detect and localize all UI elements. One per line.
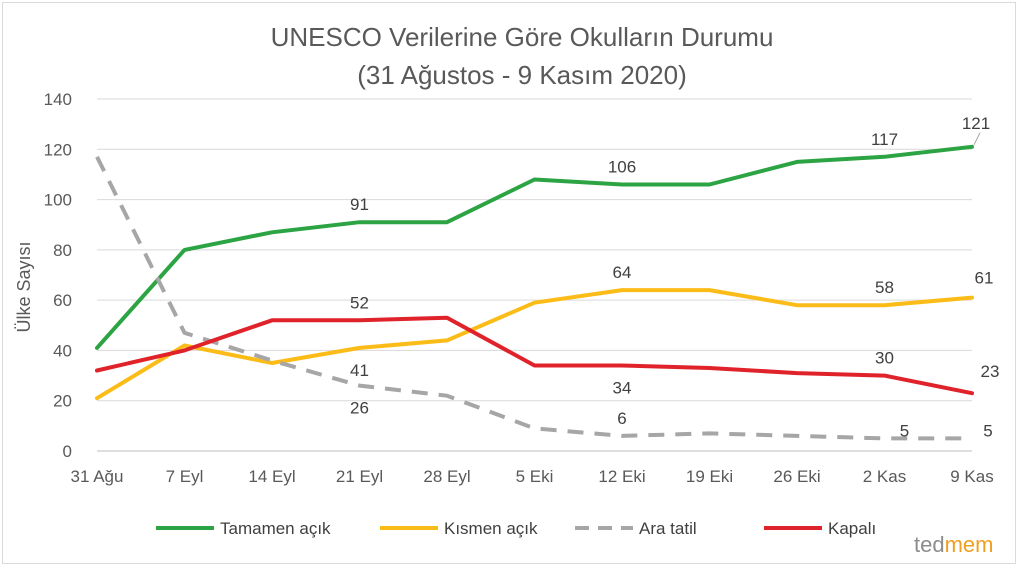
data-label-tamamen-acik: 117 xyxy=(871,130,898,149)
y-tick-label: 60 xyxy=(53,291,72,310)
data-label-kapali: 23 xyxy=(981,362,1000,381)
x-tick-label: 2 Kas xyxy=(863,467,906,486)
data-label-kismen-acik: 61 xyxy=(975,269,994,288)
tedmem-logo: tedmem xyxy=(914,532,993,557)
y-tick-label: 120 xyxy=(44,140,72,159)
chart-subtitle: (31 Ağustos - 9 Kasım 2020) xyxy=(357,60,687,90)
label-leader-line xyxy=(973,132,981,145)
data-label-kapali: 52 xyxy=(350,293,369,312)
svg-text:tedmem: tedmem xyxy=(914,532,993,557)
data-label-ara-tatil: 5 xyxy=(900,421,909,440)
series-line-kismen-acik xyxy=(95,288,974,401)
y-tick-label: 0 xyxy=(63,442,72,461)
x-tick-label: 14 Eyl xyxy=(248,467,295,486)
legend-item-tamamen-acik: Tamamen açık xyxy=(156,519,331,538)
y-tick-label: 80 xyxy=(53,241,72,260)
series-line-tamamen-acik xyxy=(95,144,974,350)
y-tick-label: 40 xyxy=(53,341,72,360)
x-tick-label: 9 Kas xyxy=(950,467,993,486)
data-label-ara-tatil: 6 xyxy=(617,409,626,428)
legend-item-kismen-acik: Kısmen açık xyxy=(380,519,538,538)
legend-label: Kapalı xyxy=(828,519,876,538)
data-label-ara-tatil: 5 xyxy=(983,421,992,440)
x-tick-label: 5 Eki xyxy=(516,467,554,486)
series-line-kapali xyxy=(95,315,974,396)
x-tick-label: 21 Eyl xyxy=(336,467,383,486)
x-tick-label: 7 Eyl xyxy=(166,467,204,486)
y-tick-label: 20 xyxy=(53,392,72,411)
x-tick-label: 12 Eki xyxy=(598,467,645,486)
data-label-ara-tatil: 26 xyxy=(350,399,369,418)
data-label-kismen-acik: 58 xyxy=(875,278,894,297)
legend-item-kapali: Kapalı xyxy=(764,519,876,538)
data-label-tamamen-acik: 121 xyxy=(962,114,990,133)
x-tick-label: 31 Ağu xyxy=(71,467,124,486)
brand-part-ted: ted xyxy=(914,532,945,557)
legend-label: Tamamen açık xyxy=(220,519,331,538)
x-tick-label: 28 Eyl xyxy=(423,467,470,486)
chart-title: UNESCO Verilerine Göre Okulların Durumu xyxy=(271,22,774,52)
series-line-ara-tatil xyxy=(95,155,972,441)
data-label-kismen-acik: 64 xyxy=(613,263,632,282)
data-label-tamamen-acik: 91 xyxy=(350,195,369,214)
brand-part-mem: mem xyxy=(945,532,994,557)
x-tick-label: 26 Eki xyxy=(773,467,820,486)
data-label-tamamen-acik: 106 xyxy=(608,157,636,176)
data-label-kismen-acik: 41 xyxy=(350,361,369,380)
x-tick-label: 19 Eki xyxy=(686,467,733,486)
legend-label: Ara tatil xyxy=(639,519,697,538)
data-label-kapali: 30 xyxy=(875,349,894,368)
y-tick-label: 140 xyxy=(44,90,72,109)
legend-item-ara-tatil: Ara tatil xyxy=(575,519,697,538)
y-axis-label: Ülke Sayısı xyxy=(14,241,34,332)
data-label-kapali: 34 xyxy=(613,379,632,398)
legend-label: Kısmen açık xyxy=(444,519,538,538)
y-tick-label: 100 xyxy=(44,191,72,210)
